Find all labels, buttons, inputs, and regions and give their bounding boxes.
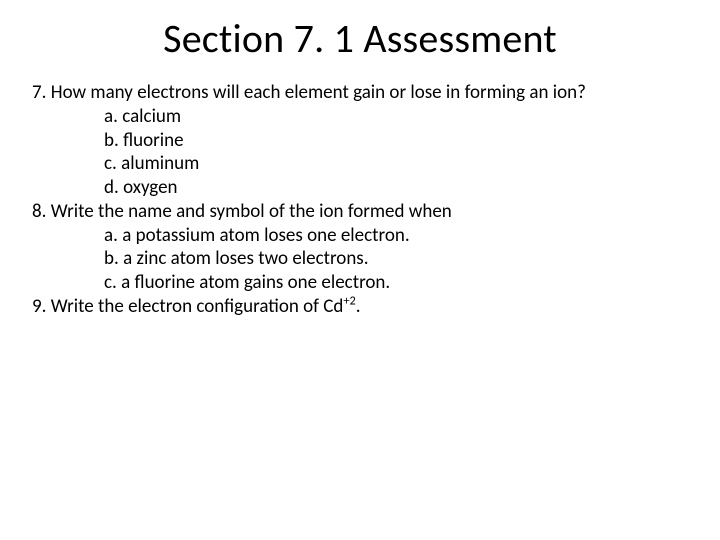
page-title: Section 7. 1 Assessment	[30, 14, 690, 63]
question-9: 9. Write the electron configuration of C…	[32, 295, 690, 319]
q7-option-b: b. fluorine	[32, 129, 690, 153]
q9-number: 9.	[32, 295, 46, 318]
q9-text-pre: Write the electron configuration of Cd	[51, 295, 344, 318]
q8-option-c: c. a fluorine atom gains one electron.	[32, 271, 690, 295]
q8-option-b: b. a zinc atom loses two electrons.	[32, 247, 690, 271]
q9-superscript: +2	[343, 293, 355, 308]
q7-option-d: d. oxygen	[32, 176, 690, 200]
q8-option-a: a. a potassium atom loses one electron.	[32, 224, 690, 248]
content-body: 7. How many electrons will each element …	[30, 81, 690, 319]
q9-text-post: .	[356, 295, 361, 318]
question-8: 8. Write the name and symbol of the ion …	[32, 200, 690, 224]
slide: Section 7. 1 Assessment 7. How many elec…	[0, 0, 720, 540]
q7-option-a: a. calcium	[32, 105, 690, 129]
q7-option-c: c. aluminum	[32, 152, 690, 176]
q7-number: 7.	[32, 81, 46, 104]
q7-text: How many electrons will each element gai…	[51, 81, 586, 104]
q8-number: 8.	[32, 200, 46, 223]
question-7: 7. How many electrons will each element …	[32, 81, 690, 105]
q8-text: Write the name and symbol of the ion for…	[51, 200, 452, 223]
